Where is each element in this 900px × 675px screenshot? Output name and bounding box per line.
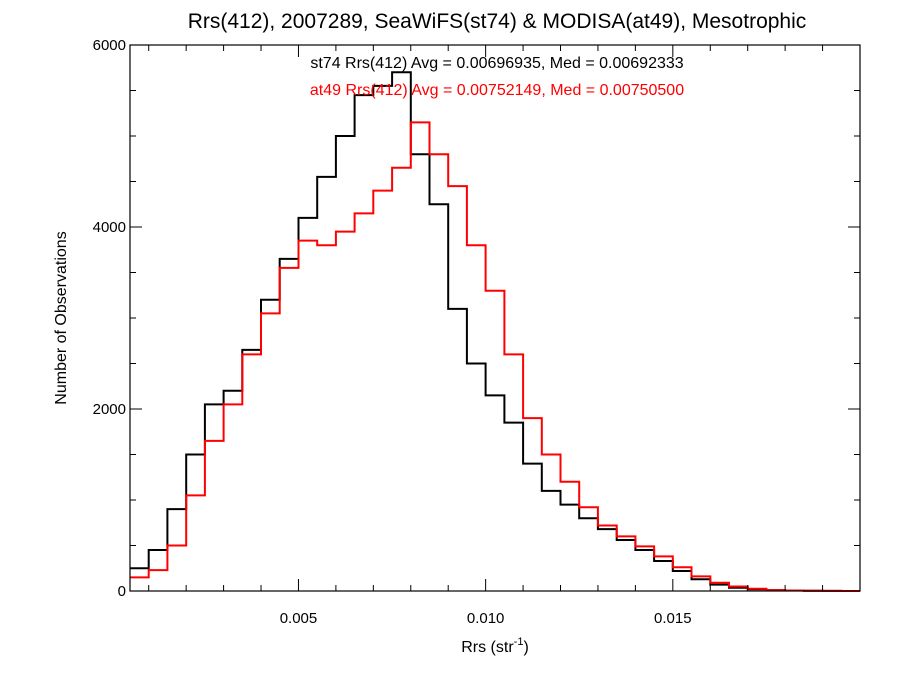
x-axis-title-main: Rrs (str [461, 639, 514, 656]
plot-frame [129, 44, 861, 592]
series-line-1 [130, 121, 860, 592]
x-axis-title: Rrs (str-1) [461, 636, 529, 656]
ticks-layer: 0.005 0.010 0.015 0 2000 4000 6000 [93, 37, 861, 627]
annotation-st74: st74 Rrs(412) Avg = 0.00696935, Med = 0.… [310, 55, 683, 72]
x-axis-title-close: ) [523, 639, 528, 656]
y-axis-title: Number of Observations [53, 231, 70, 404]
y-tick-label: 4000 [93, 219, 126, 236]
y-tick-label: 6000 [93, 37, 126, 54]
x-tick-label: 0.015 [654, 610, 692, 627]
y-tick-label: 2000 [93, 401, 126, 418]
x-axis-title-superscript: -1 [514, 636, 524, 648]
chart-title: Rrs(412), 2007289, SeaWiFS(st74) & MODIS… [188, 10, 807, 33]
x-tick-label: 0.010 [467, 610, 505, 627]
x-tick-label: 0.005 [280, 610, 318, 627]
series-line-0 [130, 71, 860, 592]
series-layer [130, 71, 860, 592]
annotation-at49: at49 Rrs(412) Avg = 0.00752149, Med = 0.… [310, 82, 684, 99]
y-tick-label: 0 [118, 583, 126, 600]
